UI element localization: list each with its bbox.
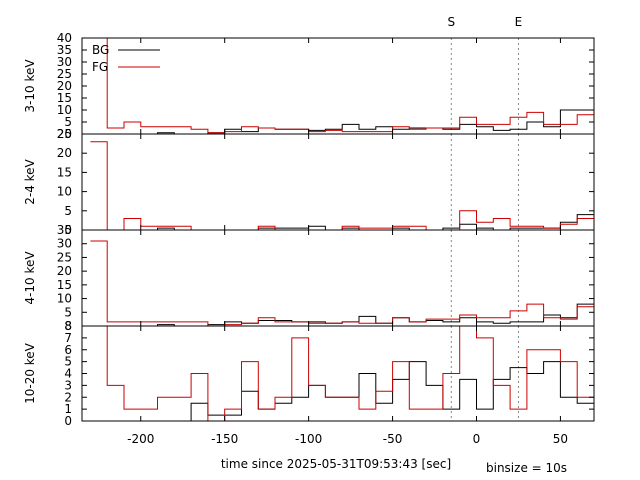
y-tick-label: 15 <box>57 278 72 292</box>
marker-label-S: S <box>447 15 455 29</box>
y-axis-label: 2-4 keV <box>23 158 37 204</box>
legend-label-bg: BG <box>92 43 109 57</box>
y-tick-label: 8 <box>64 319 72 333</box>
y-tick-label: 8 <box>64 319 72 333</box>
shared-x-axis: -200 -150 -100 -50 0 50 <box>127 432 568 446</box>
y-tick-label: 0 <box>64 223 72 237</box>
y-axis-label: 10-20 keV <box>23 342 37 404</box>
y-tick-label: 7 <box>64 331 72 345</box>
y-tick-label: 0 <box>64 414 72 428</box>
y-tick-label: 10 <box>57 185 72 199</box>
y-tick-label: 1 <box>64 402 72 416</box>
y-tick-label: 30 <box>57 237 72 251</box>
y-tick-label: 3 <box>64 378 72 392</box>
y-tick-label: 5 <box>64 355 72 369</box>
series-fg-line <box>90 240 594 327</box>
panel-frame <box>81 229 595 327</box>
x-tick-label: 50 <box>553 432 568 446</box>
y-tick-label: 5 <box>64 204 72 218</box>
y-tick-label: 25 <box>57 127 72 141</box>
series-fg-line <box>90 325 594 422</box>
series-fg-line <box>90 141 594 231</box>
binsize-note: binsize = 10s <box>486 461 567 475</box>
y-tick-label: 5 <box>64 305 72 319</box>
x-tick-label: -150 <box>211 432 238 446</box>
y-tick-label: 25 <box>57 67 72 81</box>
x-tick-label: 0 <box>473 432 481 446</box>
y-tick-label: 20 <box>57 79 72 93</box>
y-tick-label: 30 <box>57 55 72 69</box>
y-tick-label: 35 <box>57 223 72 237</box>
y-tick-label: 6 <box>64 343 72 357</box>
legend-label-fg: FG <box>92 60 108 74</box>
series-fg-line <box>90 37 594 134</box>
y-tick-label: 20 <box>57 146 72 160</box>
legend: BG FG <box>92 43 160 74</box>
marker-label-E: E <box>515 15 523 29</box>
x-tick-label: -50 <box>383 432 403 446</box>
y-tick-label: 15 <box>57 165 72 179</box>
y-tick-label: 2 <box>64 390 72 404</box>
y-tick-label: 15 <box>57 91 72 105</box>
panel-frame <box>81 133 595 231</box>
y-tick-label: 35 <box>57 43 72 57</box>
panel-frame <box>81 37 595 135</box>
x-axis-label: time since 2025-05-31T09:53:43 [sec] <box>221 457 451 471</box>
y-axis-label: 4-10 keV <box>23 251 37 305</box>
panel-frame <box>81 325 595 422</box>
y-tick-label: 25 <box>57 250 72 264</box>
y-tick-label: 20 <box>57 264 72 278</box>
y-tick-label: 4 <box>64 367 72 381</box>
x-tick-label: -200 <box>127 432 154 446</box>
y-tick-label: 10 <box>57 103 72 117</box>
y-tick-label: 40 <box>57 31 72 45</box>
y-tick-label: 5 <box>64 115 72 129</box>
y-tick-label: 10 <box>57 292 72 306</box>
y-tick-label: 20 <box>57 127 72 141</box>
y-axis-label: 3-10 keV <box>23 59 37 113</box>
x-tick-label: -100 <box>295 432 322 446</box>
